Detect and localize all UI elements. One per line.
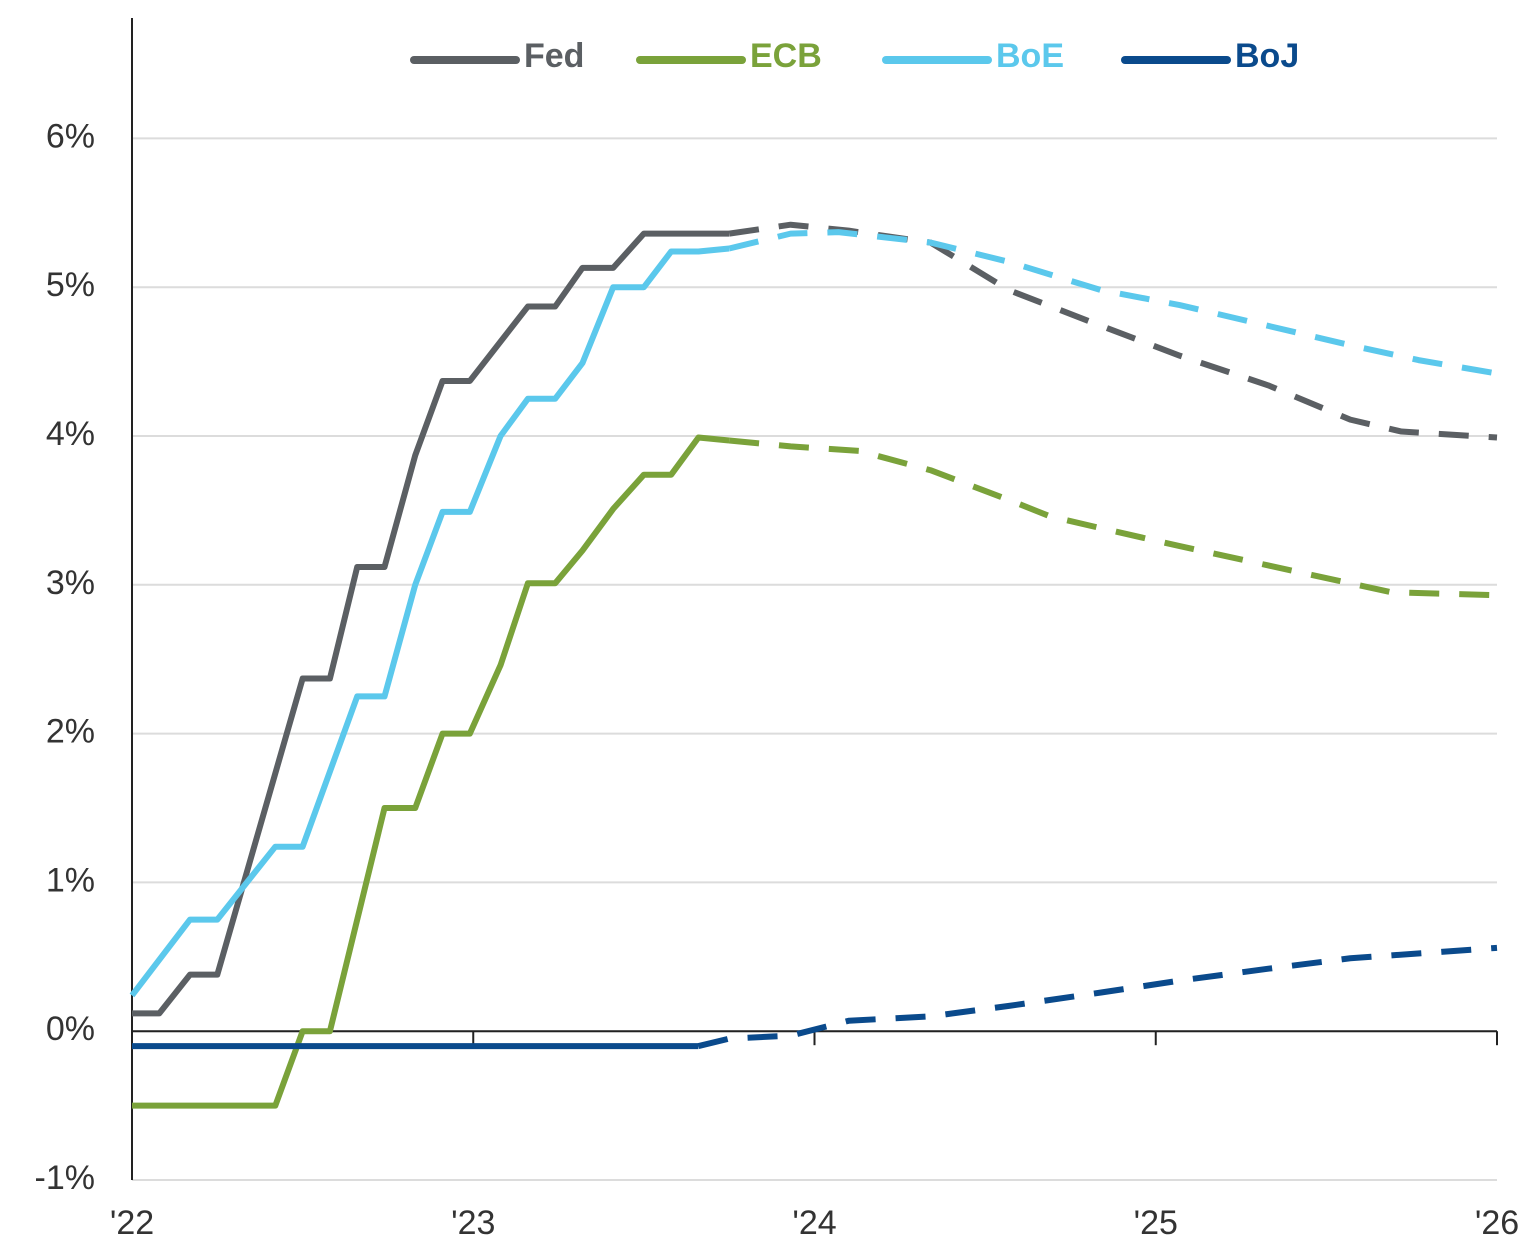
forecast-line (728, 229, 1498, 377)
x-tick-label: '23 (451, 1204, 495, 1242)
series-line (132, 230, 730, 1017)
y-tick-label: 4% (46, 415, 95, 453)
y-tick-label: 1% (46, 861, 95, 899)
y-tick-label: 5% (46, 266, 95, 304)
x-tick-label: '26 (1475, 1204, 1519, 1242)
y-tick-label: 6% (46, 117, 95, 155)
legend-label: Fed (524, 37, 584, 75)
forecast-line (697, 944, 1498, 1049)
x-tick-label: '24 (792, 1204, 836, 1242)
legend-label: ECB (750, 37, 822, 75)
y-tick-label: -1% (35, 1159, 95, 1197)
legend: Fed ECB BoE BoJ (410, 37, 1299, 75)
series-line (129, 245, 730, 998)
x-tick-label: '22 (110, 1204, 154, 1242)
series-line (132, 434, 730, 1109)
legend-label: BoJ (1235, 37, 1299, 75)
forecast-line (728, 437, 1498, 599)
forecast-line (728, 221, 1498, 441)
y-tick-label: 0% (46, 1010, 95, 1048)
x-tick-label: '25 (1134, 1204, 1178, 1242)
y-tick-label: 2% (46, 713, 95, 751)
y-tick-label: 3% (46, 564, 95, 602)
legend-label: BoE (996, 37, 1064, 75)
